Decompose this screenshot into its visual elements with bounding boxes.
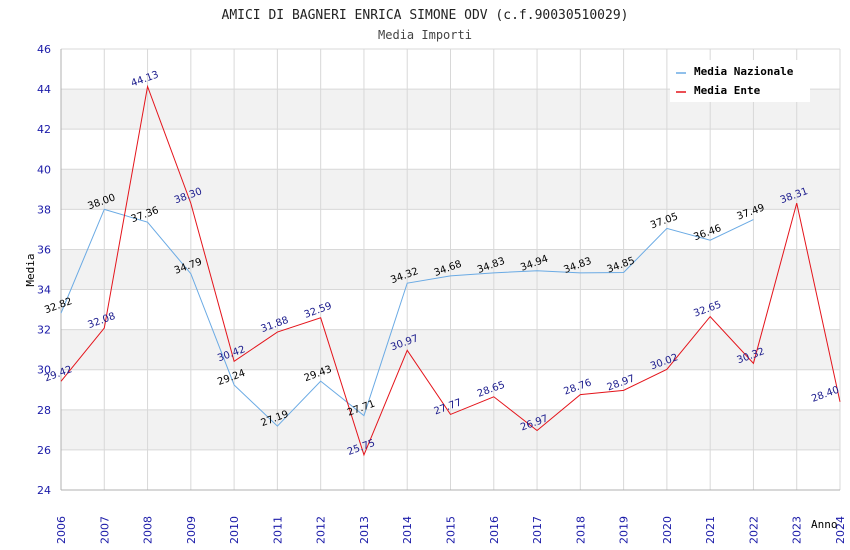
- y-tick-label: 34: [37, 284, 51, 297]
- data-label-ente: 32.65: [692, 299, 723, 319]
- y-axis-label: Media: [24, 253, 37, 286]
- series-lines: [60, 84, 841, 457]
- chart-title: AMICI DI BAGNERI ENRICA SIMONE ODV (c.f.…: [222, 8, 629, 23]
- data-label-ente: 28.65: [476, 380, 507, 400]
- x-tick-label: 2010: [228, 516, 241, 544]
- legend: Media Nazionale Media Ente: [670, 60, 810, 102]
- x-tick-label: 2008: [142, 516, 155, 544]
- chart-subtitle: Media Importi: [378, 28, 472, 42]
- data-label-ente: 32.59: [303, 301, 334, 321]
- x-tick-label: 2017: [531, 516, 544, 544]
- data-label-ente: 44.13: [130, 69, 161, 89]
- data-label-nazionale: 32.82: [43, 296, 74, 316]
- legend-label-ente: Media Ente: [694, 84, 761, 97]
- axes: [60, 49, 840, 491]
- x-tick-label: 2023: [791, 516, 804, 544]
- y-tick-label: 42: [37, 123, 51, 136]
- y-tick-label: 24: [37, 484, 51, 497]
- x-tick-label: 2006: [55, 516, 68, 544]
- x-tick-label: 2019: [618, 516, 631, 544]
- y-tick-label: 44: [37, 83, 51, 96]
- y-tick-label: 26: [37, 444, 51, 457]
- x-tick-labels: 2006 2007 2008 2009 2010 2011 2012 2013 2014 2015…: [55, 516, 847, 544]
- y-tick-label: 40: [37, 163, 51, 176]
- series-line-ente: [60, 84, 841, 457]
- x-tick-label: 2021: [704, 516, 717, 544]
- legend-box: [670, 60, 810, 102]
- data-label-nazionale: 36.46: [692, 223, 723, 243]
- series-line-nazionale: [60, 208, 754, 427]
- x-tick-label: 2009: [185, 516, 198, 544]
- y-tick-label: 46: [37, 43, 51, 56]
- data-label-nazionale: 29.24: [216, 368, 247, 388]
- x-tick-label: 2016: [488, 516, 501, 544]
- x-tick-label: 2022: [747, 516, 760, 544]
- x-tick-label: 2013: [358, 516, 371, 544]
- grid-lines: [60, 48, 841, 491]
- y-tick-label: 32: [37, 324, 51, 337]
- data-label-ente: 28.76: [562, 377, 593, 397]
- data-label-ente: 28.40: [810, 385, 841, 405]
- x-tick-label: 2020: [661, 516, 674, 544]
- x-tick-label: 2014: [401, 516, 414, 544]
- x-tick-label: 2011: [271, 516, 284, 544]
- legend-label-nazionale: Media Nazionale: [694, 65, 794, 78]
- x-tick-label: 2024: [834, 516, 847, 544]
- x-tick-label: 2015: [445, 516, 458, 544]
- x-tick-label: 2012: [315, 516, 328, 544]
- x-tick-label: 2018: [574, 516, 587, 544]
- y-tick-label: 36: [37, 243, 51, 256]
- data-label-ente: 32.08: [86, 311, 117, 331]
- y-tick-label: 30: [37, 364, 51, 377]
- y-tick-labels: 24 26 28 30 32 34 36 38 40 42 44 46: [37, 43, 51, 497]
- y-tick-label: 38: [37, 203, 51, 216]
- y-tick-label: 28: [37, 404, 51, 417]
- data-label-nazionale: 37.05: [649, 211, 680, 231]
- x-axis-label: Anno: [811, 518, 838, 531]
- x-tick-label: 2007: [98, 516, 111, 544]
